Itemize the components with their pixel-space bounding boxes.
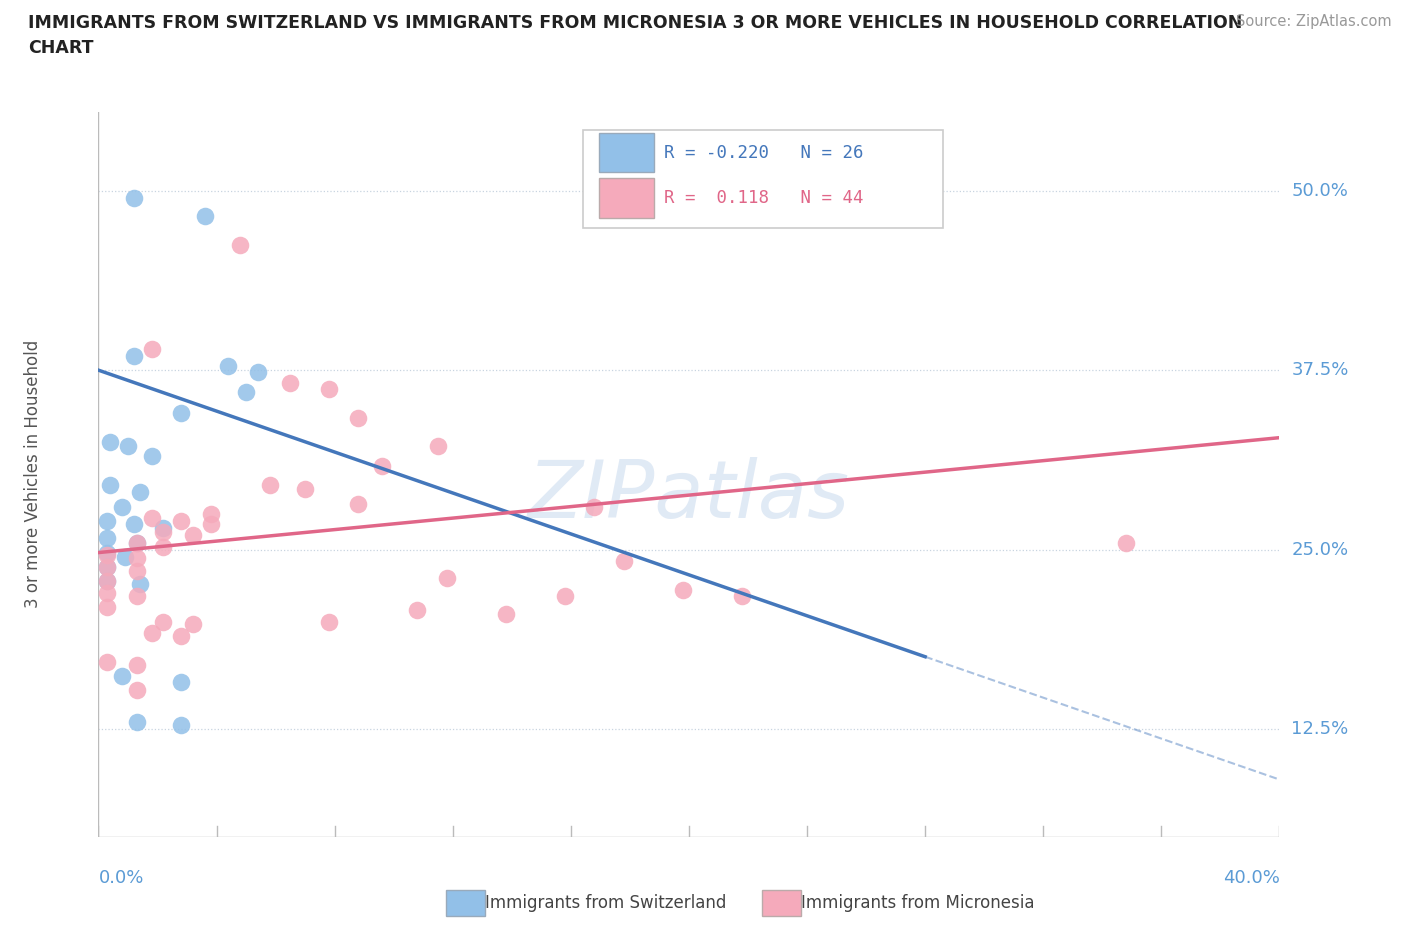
Text: 25.0%: 25.0%: [1291, 540, 1348, 559]
Point: [554, 589, 576, 604]
Point: [427, 439, 450, 454]
Point: [96, 545, 118, 560]
Point: [96, 548, 118, 563]
Point: [122, 191, 145, 206]
Point: [152, 614, 174, 629]
FancyBboxPatch shape: [599, 133, 654, 172]
Text: IMMIGRANTS FROM SWITZERLAND VS IMMIGRANTS FROM MICRONESIA 3 OR MORE VEHICLES IN : IMMIGRANTS FROM SWITZERLAND VS IMMIGRANT…: [28, 14, 1243, 32]
Text: 0.0%: 0.0%: [98, 869, 143, 886]
Point: [125, 535, 148, 550]
Text: CHART: CHART: [28, 39, 94, 57]
Point: [406, 603, 429, 618]
Point: [170, 674, 193, 689]
Point: [111, 669, 134, 684]
Point: [294, 482, 316, 497]
Point: [259, 478, 281, 493]
Point: [318, 381, 340, 396]
Point: [125, 564, 148, 578]
Text: Source: ZipAtlas.com: Source: ZipAtlas.com: [1236, 14, 1392, 29]
Text: ZIPatlas: ZIPatlas: [527, 457, 851, 535]
Point: [98, 478, 121, 493]
Point: [181, 528, 204, 543]
Point: [347, 410, 370, 425]
Point: [583, 499, 606, 514]
Point: [96, 585, 118, 600]
Point: [96, 655, 118, 670]
Point: [152, 539, 174, 554]
Point: [141, 449, 163, 464]
Point: [170, 405, 193, 420]
Point: [122, 349, 145, 364]
Point: [98, 434, 121, 449]
Point: [111, 499, 134, 514]
Point: [170, 513, 193, 528]
Point: [125, 551, 148, 565]
Text: 12.5%: 12.5%: [1291, 720, 1348, 738]
Point: [96, 560, 118, 575]
Point: [672, 582, 695, 597]
Text: R =  0.118   N = 44: R = 0.118 N = 44: [664, 189, 863, 206]
Point: [731, 589, 754, 604]
Text: Immigrants from Switzerland: Immigrants from Switzerland: [485, 894, 727, 912]
Point: [235, 384, 257, 399]
Point: [96, 560, 118, 575]
Point: [318, 614, 340, 629]
Point: [278, 376, 302, 391]
Point: [194, 209, 217, 224]
Text: R = -0.220   N = 26: R = -0.220 N = 26: [664, 143, 863, 162]
Point: [152, 521, 174, 536]
Point: [125, 683, 148, 698]
Text: 40.0%: 40.0%: [1223, 869, 1279, 886]
FancyBboxPatch shape: [582, 130, 943, 228]
Point: [114, 550, 136, 565]
Point: [141, 626, 163, 641]
Point: [96, 574, 118, 589]
Point: [613, 553, 636, 568]
Point: [152, 525, 174, 540]
Point: [125, 535, 148, 550]
Text: 37.5%: 37.5%: [1291, 361, 1348, 379]
Point: [217, 358, 239, 373]
Point: [229, 238, 252, 253]
Point: [495, 607, 517, 622]
Point: [141, 511, 163, 525]
Point: [96, 574, 118, 589]
FancyBboxPatch shape: [599, 179, 654, 218]
Text: Immigrants from Micronesia: Immigrants from Micronesia: [801, 894, 1035, 912]
Point: [125, 714, 148, 729]
Text: 50.0%: 50.0%: [1291, 181, 1348, 200]
Text: 3 or more Vehicles in Household: 3 or more Vehicles in Household: [24, 340, 42, 608]
Point: [96, 600, 118, 615]
Point: [117, 439, 139, 454]
Point: [141, 341, 163, 356]
Point: [122, 516, 145, 531]
Point: [128, 485, 150, 499]
Point: [125, 589, 148, 604]
Point: [200, 506, 222, 521]
Point: [170, 629, 193, 644]
Point: [371, 459, 394, 474]
Point: [96, 513, 118, 528]
Point: [200, 516, 222, 531]
Point: [170, 718, 193, 733]
Point: [246, 365, 269, 379]
Point: [181, 617, 204, 631]
Point: [128, 577, 150, 591]
Point: [347, 497, 370, 512]
Point: [1115, 535, 1137, 550]
Point: [436, 571, 458, 586]
Point: [125, 658, 148, 672]
Point: [96, 531, 118, 546]
